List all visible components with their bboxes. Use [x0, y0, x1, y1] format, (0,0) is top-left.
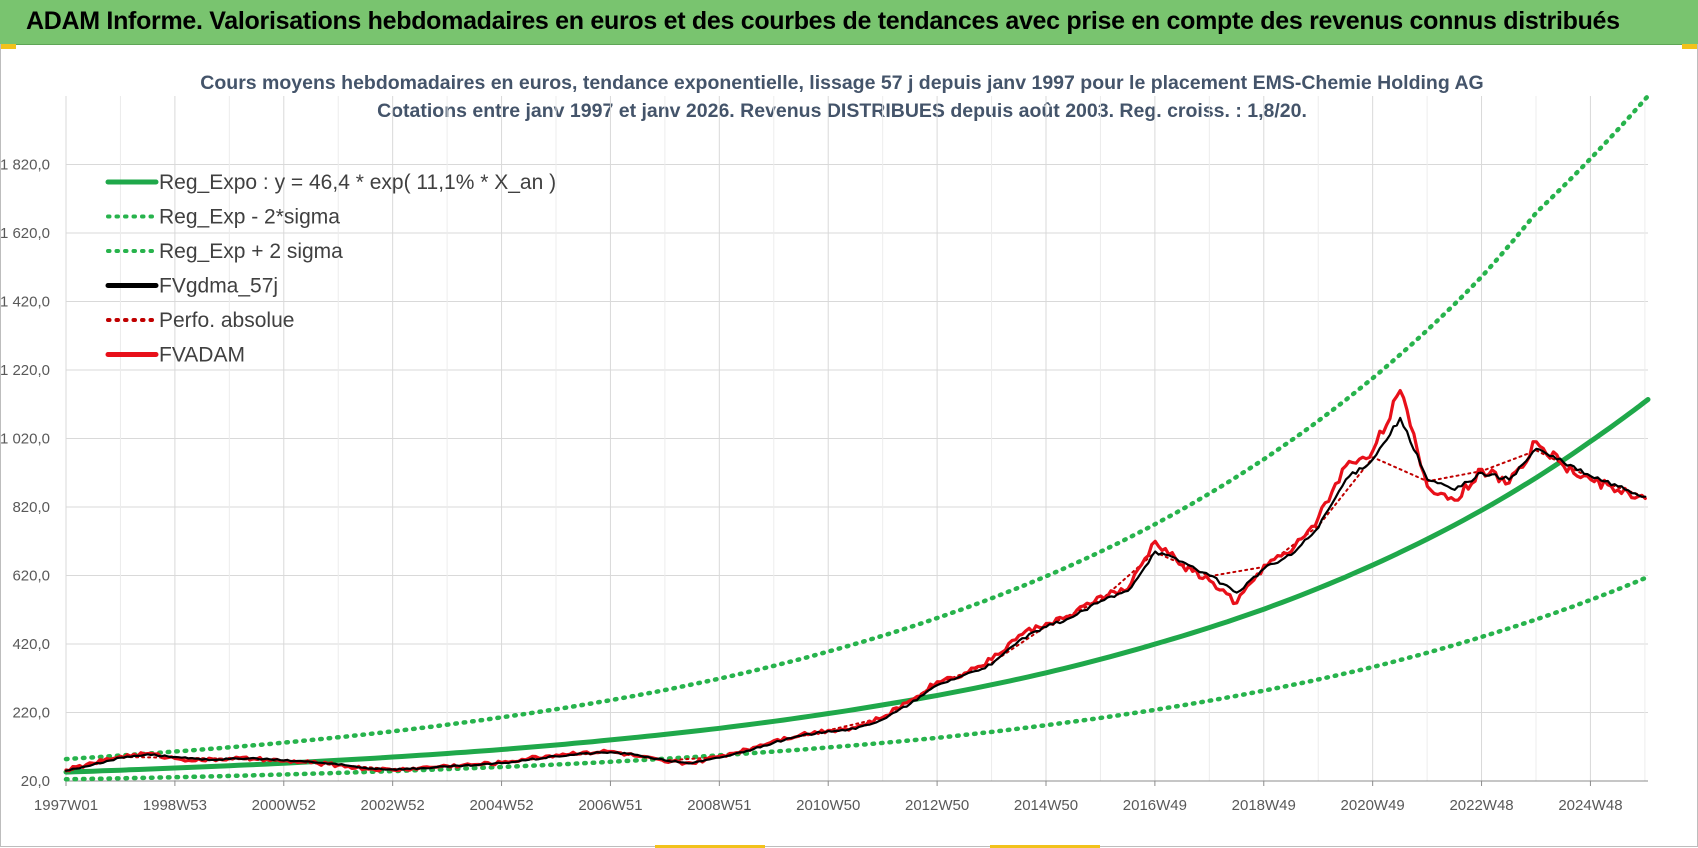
x-tick-label: 2016W49 — [1123, 797, 1187, 814]
y-tick-label: 1 820,0 — [0, 157, 50, 174]
series-line-fvgdma-57j — [64, 416, 1647, 772]
legend-reg-exp-plus-2sigma: Reg_Exp + 2 sigma — [106, 240, 343, 263]
x-tick-label: 2004W52 — [469, 797, 533, 814]
legend: Reg_Expo : y = 46,4 * exp( 11,1% * X_an … — [105, 171, 556, 367]
tab-marker — [990, 845, 1100, 848]
y-tick-label: 1 020,0 — [0, 431, 50, 448]
series-line-reg-expo — [63, 397, 1651, 775]
x-tick-label: 2020W49 — [1341, 797, 1405, 814]
x-tick-label: 2010W50 — [796, 797, 860, 814]
legend-fvadam: FVADAM — [105, 344, 245, 367]
series-line-fvadam — [64, 389, 1647, 773]
legend-label: Reg_Exp + 2 sigma — [159, 240, 343, 263]
chart-subtitle: Cotations entre janv 1997 et janv 2026. … — [377, 100, 1307, 122]
x-tick-label: 2000W52 — [252, 797, 316, 814]
legend-label: Reg_Expo : y = 46,4 * exp( 11,1% * X_an … — [159, 171, 556, 194]
gridlines — [65, 96, 1648, 782]
x-tick-label: 2002W52 — [361, 797, 425, 814]
legend-perfo-absolue: Perfo. absolue — [106, 309, 294, 332]
legend-reg-exp-minus-2sigma: Reg_Exp - 2*sigma — [106, 206, 340, 229]
report-title: ADAM Informe. Valorisations hebdomadaire… — [26, 7, 1620, 35]
x-tick-label: 2008W51 — [687, 797, 751, 814]
legend-label: Perfo. absolue — [159, 309, 294, 332]
x-tick-label: 2018W49 — [1232, 797, 1296, 814]
chart-title: Cours moyens hebdomadaires en euros, ten… — [200, 72, 1483, 94]
series-line-perfo-absolue — [65, 449, 1647, 773]
legend-label: FVgdma_57j — [159, 275, 278, 298]
y-tick-label: 420,0 — [12, 636, 50, 653]
x-tick-label: 2006W51 — [578, 797, 642, 814]
tab-marker — [655, 845, 765, 848]
axes: 20,0 220,0 420,0 620,0 820,0 1 020,0 1 220,0 1 … — [0, 157, 1648, 814]
x-tick-label: 2024W48 — [1558, 797, 1622, 814]
y-tick-label: 820,0 — [12, 499, 50, 516]
x-tick-label: 1998W53 — [143, 797, 207, 814]
x-tick-label: 2012W50 — [905, 797, 969, 814]
chart-area: Cours moyens hebdomadaires en euros, ten… — [0, 72, 1651, 814]
y-tick-label: 20,0 — [21, 773, 50, 790]
y-tick-label: 1 620,0 — [0, 225, 50, 242]
y-tick-label: 220,0 — [12, 705, 50, 722]
x-tick-label: 2022W48 — [1449, 797, 1513, 814]
series-line-reg-exp-minus-2sigma — [63, 574, 1651, 782]
y-tick-label: 620,0 — [12, 568, 50, 585]
corner-marker-left — [0, 44, 16, 49]
corner-marker-right — [1682, 44, 1698, 49]
series-line-reg-exp-plus-2sigma — [63, 93, 1651, 762]
series-lines — [63, 93, 1651, 782]
x-tick-label: 2014W50 — [1014, 797, 1078, 814]
legend-label: FVADAM — [159, 344, 245, 367]
x-tick-label: 1997W01 — [34, 797, 98, 814]
report-banner: ADAM Informe. Valorisations hebdomadaire… — [0, 0, 1698, 45]
legend-reg-expo: Reg_Expo : y = 46,4 * exp( 11,1% * X_an … — [105, 171, 556, 194]
y-tick-label: 1 420,0 — [0, 294, 50, 311]
legend-fvgdma-57j: FVgdma_57j — [105, 275, 278, 298]
legend-label: Reg_Exp - 2*sigma — [159, 206, 340, 229]
y-tick-label: 1 220,0 — [0, 362, 50, 379]
